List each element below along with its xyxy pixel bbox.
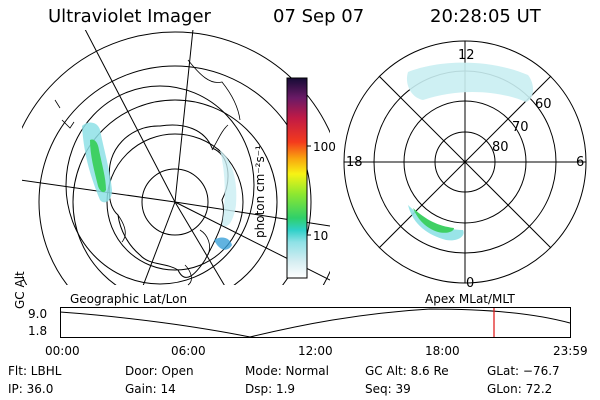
glat-status: GLat: −76.7: [487, 364, 560, 378]
coastline-antarctica: [108, 124, 229, 278]
mlt-label-0: 0: [466, 276, 475, 291]
time-tick-1200: 12:00: [298, 344, 333, 358]
lat-circle: [106, 133, 244, 271]
door-status: Door: Open: [125, 364, 194, 378]
seq-status: Seq: 39: [365, 382, 411, 396]
time-tick-0000: 00:00: [45, 344, 80, 358]
magnetic-polar-plot: [343, 40, 587, 284]
lat-circle: [38, 65, 312, 285]
colorbar-tick-100: 100: [313, 140, 336, 154]
time-label: 20:28:05 UT: [430, 6, 541, 27]
meridian-line: [84, 30, 176, 203]
instrument-title: Ultraviolet Imager: [48, 6, 211, 27]
mlat-label-70: 70: [512, 120, 529, 135]
altitude-ylabel: GC Alt: [13, 271, 27, 309]
aurora-nightside-bright: [413, 208, 454, 233]
altitude-plot: [59, 307, 571, 338]
meridian-line: [142, 201, 176, 285]
colorbar-unit-label: photon cm⁻²s⁻¹: [253, 145, 267, 238]
aurora-bright-emission: [90, 139, 106, 193]
altitude-ytick-bottom: 1.8: [28, 324, 48, 338]
date-label: 07 Sep 07: [273, 6, 365, 27]
gain-status: Gain: 14: [125, 382, 176, 396]
meridian-line: [174, 201, 225, 285]
filter-status: Flt: LBHL: [8, 364, 62, 378]
mlat-label-60: 60: [535, 97, 552, 112]
geographic-panel-label: Geographic Lat/Lon: [70, 292, 188, 306]
coastline-australia: [187, 59, 241, 121]
coastline-south-america: [54, 99, 75, 129]
coastline-detail: [117, 124, 229, 286]
ip-status: IP: 36.0: [8, 382, 54, 396]
lat-circle: [72, 99, 278, 285]
altitude-ytick-top: 9.0: [28, 307, 48, 321]
gc-alt-status: GC Alt: 8.6 Re: [365, 364, 449, 378]
aurora-faint-emission: [220, 150, 237, 227]
meridian-line: [174, 30, 194, 203]
glon-status: GLon: 72.2: [487, 382, 553, 396]
lat-circle: [141, 168, 209, 236]
mlt-label-18: 18: [346, 155, 363, 170]
mlat-label-80: 80: [492, 140, 509, 155]
dsp-status: Dsp: 1.9: [245, 382, 296, 396]
altitude-curve: [59, 308, 571, 338]
time-tick-2359: 23:59: [553, 344, 588, 358]
time-tick-1800: 18:00: [425, 344, 460, 358]
mlt-label-12: 12: [458, 48, 475, 63]
geographic-polar-image: [22, 30, 330, 286]
time-tick-0600: 06:00: [171, 344, 206, 358]
mlt-label-6: 6: [576, 155, 585, 170]
aurora-dayside-emission: [406, 62, 534, 102]
earth-limb: [65, 85, 255, 285]
mode-status: Mode: Normal: [245, 364, 329, 378]
aurora-faint-emission: [214, 237, 232, 250]
lat-circle: [22, 31, 330, 285]
color-scale-bar: [286, 77, 311, 279]
mlt-line: [378, 75, 552, 249]
magnetic-panel-label: Apex MLat/MLT: [425, 292, 515, 306]
colorbar-tick-10: 10: [313, 229, 329, 243]
